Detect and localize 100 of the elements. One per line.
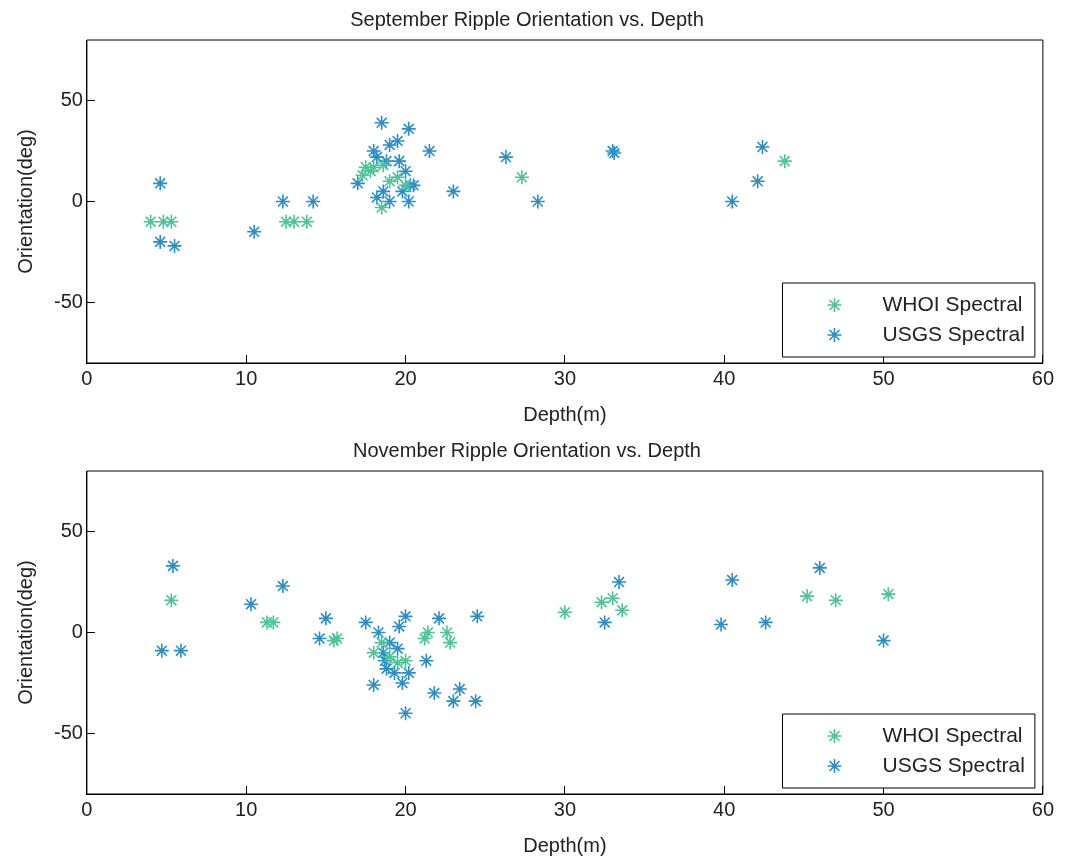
x-tick-label: 40	[713, 366, 736, 389]
point	[420, 624, 436, 641]
point	[389, 133, 406, 149]
x-tick-label: 40	[713, 797, 736, 820]
point	[530, 193, 546, 210]
point	[416, 630, 433, 647]
point	[278, 213, 294, 230]
x-tick-label: 20	[394, 797, 417, 820]
point	[381, 137, 398, 153]
point	[611, 574, 627, 590]
point	[349, 175, 366, 192]
point	[373, 199, 390, 216]
point	[243, 596, 259, 613]
point	[469, 608, 486, 625]
point	[375, 157, 392, 173]
point	[397, 608, 414, 625]
point	[155, 213, 172, 230]
point	[275, 193, 291, 210]
point	[431, 610, 447, 627]
y-tick-label: 0	[71, 189, 83, 212]
point	[593, 594, 610, 611]
point	[142, 213, 159, 230]
x-tick-label: 10	[235, 797, 258, 820]
point	[311, 630, 328, 647]
point	[445, 183, 462, 200]
point	[776, 153, 793, 169]
point	[381, 193, 398, 210]
point	[445, 693, 462, 709]
point	[298, 213, 315, 230]
point	[259, 614, 275, 631]
point	[604, 590, 621, 606]
point	[165, 558, 181, 574]
point	[391, 153, 407, 169]
y-axis-title: Orientation(deg)	[13, 129, 36, 274]
point	[318, 610, 334, 627]
point	[827, 592, 844, 608]
point	[451, 681, 468, 697]
legend-label: USGS Spectral	[882, 321, 1025, 345]
point	[357, 614, 374, 631]
point	[557, 604, 573, 621]
x-tick-label: 30	[553, 366, 577, 389]
point	[163, 213, 180, 230]
point	[163, 592, 180, 608]
point	[370, 624, 387, 641]
point	[757, 614, 774, 631]
point	[397, 163, 414, 180]
point	[381, 648, 398, 665]
y-tick-label: 50	[60, 88, 83, 111]
point	[389, 654, 406, 671]
y-tick-label: -50	[54, 720, 83, 743]
point	[400, 121, 417, 137]
point	[389, 640, 406, 657]
point	[152, 175, 168, 192]
point	[418, 652, 435, 669]
point	[812, 560, 828, 576]
point	[421, 143, 438, 159]
x-tick-label: 20	[394, 366, 417, 389]
point	[426, 685, 443, 701]
x-tick-label: 50	[872, 797, 895, 820]
point	[394, 183, 411, 200]
x-tick-label: 10	[235, 366, 258, 389]
legend-label: WHOI Spectral	[882, 722, 1023, 746]
point	[397, 177, 414, 194]
y-tick-label: 50	[60, 519, 83, 542]
x-tick-label: 30	[553, 797, 577, 820]
legend-label: USGS Spectral	[882, 752, 1025, 776]
point	[246, 223, 262, 240]
point	[754, 139, 771, 155]
point	[354, 167, 371, 184]
y-tick-label: -50	[54, 289, 83, 312]
point	[713, 616, 729, 633]
point	[373, 114, 390, 131]
point	[381, 173, 398, 190]
x-tick-label: 60	[1031, 797, 1054, 820]
y-tick-label: 0	[71, 620, 83, 643]
point	[875, 632, 892, 649]
point	[397, 705, 414, 722]
point	[389, 169, 406, 186]
point	[749, 173, 766, 190]
y-axis-title: Orientation(deg)	[13, 560, 36, 705]
point	[275, 578, 291, 594]
point	[442, 634, 458, 651]
point	[880, 586, 897, 602]
x-tick-label: 60	[1031, 366, 1054, 389]
point	[498, 149, 514, 165]
point	[369, 189, 385, 206]
point	[724, 193, 740, 210]
point	[400, 665, 417, 681]
point	[799, 588, 815, 604]
point	[365, 159, 382, 175]
point	[152, 234, 168, 250]
chart-title: September Ripple Orientation vs. Depth	[350, 7, 704, 30]
point	[614, 602, 631, 619]
point	[467, 693, 484, 709]
point	[378, 153, 395, 169]
point	[439, 624, 455, 641]
x-axis-title: Depth(m)	[523, 833, 607, 856]
point	[391, 618, 407, 635]
point	[394, 675, 411, 691]
point	[375, 183, 392, 200]
